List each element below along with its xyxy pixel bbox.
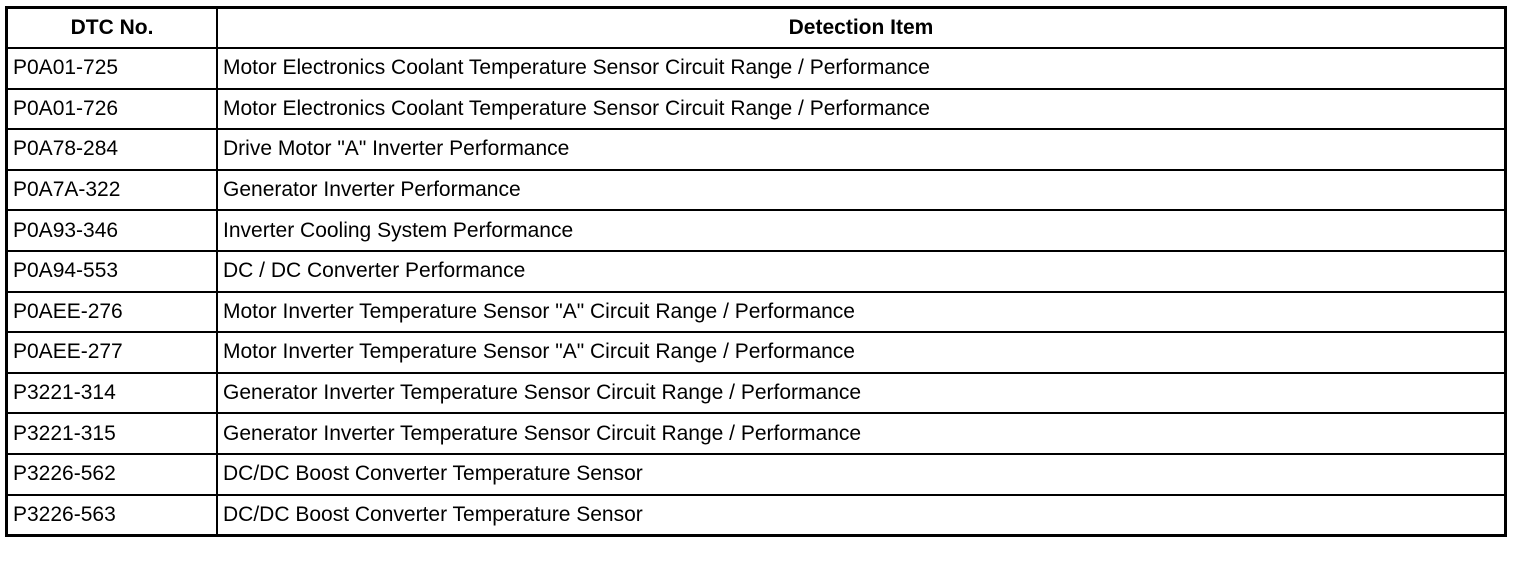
detection-item: Generator Inverter Temperature Sensor Ci…: [216, 412, 1507, 455]
table-row: P0A94-553 DC / DC Converter Performance: [5, 249, 1507, 293]
detection-item: Inverter Cooling System Performance: [216, 209, 1507, 252]
detection-item: Motor Electronics Coolant Temperature Se…: [216, 47, 1507, 90]
table-row: P0A78-284 Drive Motor "A" Inverter Perfor…: [5, 128, 1507, 171]
detection-item: DC/DC Boost Converter Temperature Sensor: [216, 493, 1507, 537]
detection-item: DC / DC Converter Performance: [216, 249, 1507, 293]
table-row: P0AEE-277 Motor Inverter Temperature Sens…: [5, 331, 1507, 374]
dtc-code: P0A01-726: [5, 87, 218, 131]
dtc-code: P0A01-725: [5, 47, 218, 90]
header-row: DTC No. Detection Item: [5, 6, 1507, 49]
detection-item: DC/DC Boost Converter Temperature Sensor: [216, 452, 1507, 496]
detection-item: Generator Inverter Temperature Sensor Ci…: [216, 371, 1507, 415]
header-cell: DTC No.: [5, 6, 218, 49]
detection-item: Motor Inverter Temperature Sensor "A" Ci…: [216, 290, 1507, 334]
detection-item: Generator Inverter Performance: [216, 168, 1507, 212]
table-row: P3221-315 Generator Inverter Temperature …: [5, 412, 1507, 455]
header-cell: Detection Item: [216, 6, 1507, 49]
dtc-code: P0AEE-276: [5, 290, 218, 334]
dtc-code: P0A94-553: [5, 249, 218, 293]
dtc-table: DTC No. Detection Item P0A01-725 Motor El…: [5, 6, 1507, 538]
detection-item: Motor Inverter Temperature Sensor "A" Ci…: [216, 331, 1507, 374]
dtc-code: P0A7A-322: [5, 168, 218, 212]
detection-item: Motor Electronics Coolant Temperature Se…: [216, 87, 1507, 131]
table-row: P3226-563 DC/DC Boost Converter Temperatu…: [5, 493, 1507, 537]
table-row: P0AEE-276 Motor Inverter Temperature Sens…: [5, 290, 1507, 334]
table-row: P0A7A-322 Generator Inverter Performance: [5, 168, 1507, 212]
dtc-code: P0A78-284: [5, 128, 218, 171]
dtc-code: P0A93-346: [5, 209, 218, 252]
table-row: P0A01-725 Motor Electronics Coolant Tempe…: [5, 47, 1507, 90]
table-row: P3221-314 Generator Inverter Temperature …: [5, 371, 1507, 415]
dtc-code: P3226-562: [5, 452, 218, 496]
table-row: P0A93-346 Inverter Cooling System Perform…: [5, 209, 1507, 252]
table-body: P0A01-725 Motor Electronics Coolant Tempe…: [5, 47, 1507, 537]
dtc-code: P0AEE-277: [5, 331, 218, 374]
table-row: P0A01-726 Motor Electronics Coolant Tempe…: [5, 87, 1507, 131]
dtc-code: P3226-563: [5, 493, 218, 537]
dtc-code: P3221-314: [5, 371, 218, 415]
table-row: P3226-562 DC/DC Boost Converter Temperatu…: [5, 452, 1507, 496]
detection-item: Drive Motor "A" Inverter Performance: [216, 128, 1507, 171]
dtc-code: P3221-315: [5, 412, 218, 455]
